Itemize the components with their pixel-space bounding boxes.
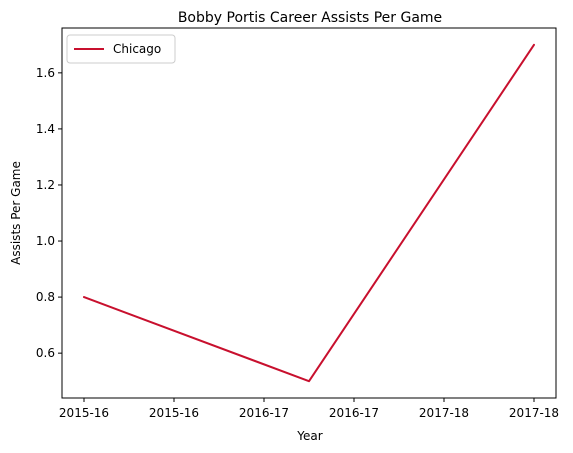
y-tick-label: 0.8	[36, 290, 55, 304]
plot-frame	[61, 27, 557, 399]
x-axis-label: Year	[296, 429, 322, 443]
legend-label-chicago: Chicago	[113, 42, 161, 56]
legend-box	[66, 34, 176, 64]
x-tick-label: 2017-18	[419, 406, 469, 420]
y-tick-label: 1.6	[36, 66, 55, 80]
x-tick-label: 2016-17	[239, 406, 289, 420]
y-axis-label: Assists Per Game	[9, 161, 23, 265]
y-tick-label: 0.6	[36, 346, 55, 360]
y-tick-label: 1.2	[36, 178, 55, 192]
x-tick-label: 2017-18	[509, 406, 559, 420]
chart-title: Bobby Portis Career Assists Per Game	[178, 10, 442, 26]
y-tick-label: 1.4	[36, 122, 55, 136]
x-tick-label: 2016-17	[329, 406, 379, 420]
x-axis-ticks: 2015-16 2015-16 2016-17 2016-17 2017-18 2017-…	[59, 398, 559, 420]
series-line-chicago	[83, 43, 535, 383]
x-tick-label: 2015-16	[59, 406, 109, 420]
y-tick-label: 1.0	[36, 234, 55, 248]
legend: Chicago	[66, 34, 176, 64]
y-axis-ticks: 0.6 0.8 1.0 1.2 1.4 1.6	[36, 66, 62, 360]
plot-area	[62, 28, 556, 398]
x-tick-label: 2015-16	[149, 406, 199, 420]
